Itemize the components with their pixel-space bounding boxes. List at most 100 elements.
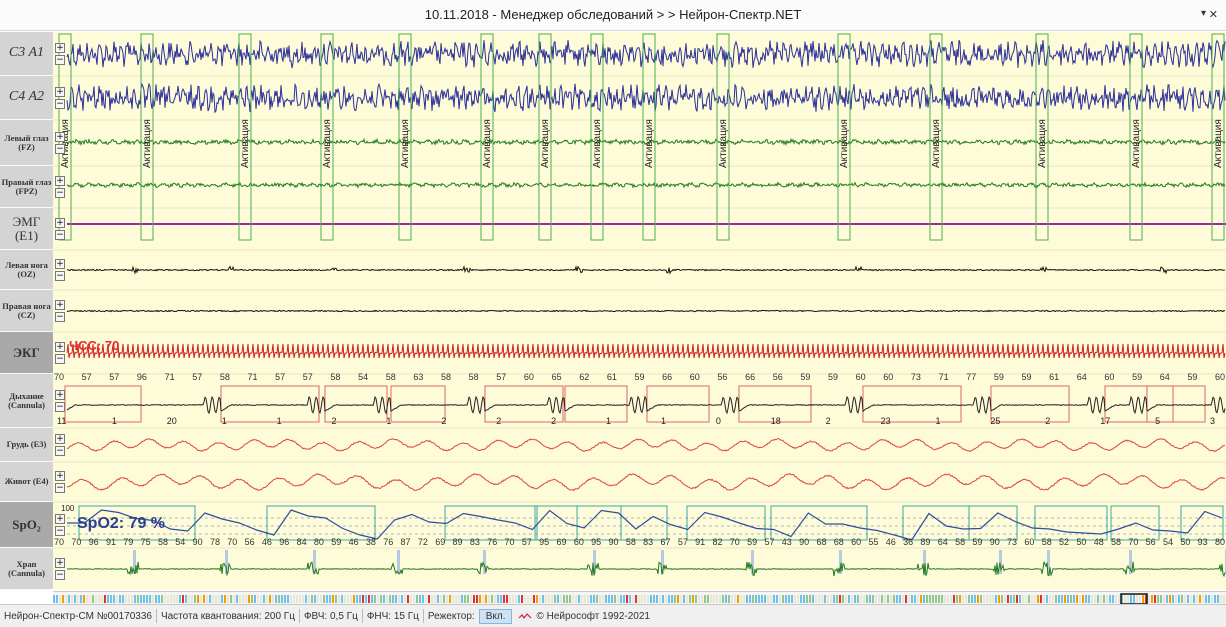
overview-segment: [188, 595, 190, 603]
overview-segment: [554, 595, 556, 603]
respiratory-event-number: 2: [826, 416, 831, 426]
heart-rate-value: 59: [828, 372, 838, 382]
spo2-value: 91: [695, 537, 705, 547]
overview-segment: [746, 595, 748, 603]
scale-down-button[interactable]: −: [55, 483, 65, 493]
overview-segment: [671, 595, 673, 603]
scale-up-button[interactable]: +: [55, 342, 65, 352]
scale-down-button[interactable]: −: [55, 570, 65, 580]
scale-down-button[interactable]: −: [55, 230, 65, 240]
scale-down-button[interactable]: −: [55, 354, 65, 364]
scale-down-button[interactable]: −: [55, 55, 65, 65]
spo2-value: 50: [1180, 537, 1190, 547]
overview-segment: [209, 595, 211, 603]
channel-label-leye[interactable]: Левый глаз (FZ): [0, 120, 53, 166]
signal-plot-area[interactable]: ЧСС: 70 70 57 57 96 71 57 58 71 57 57 58 54 58 63 58 58 5…: [53, 32, 1226, 590]
overview-segment: [434, 595, 436, 603]
respiratory-event-number: 3: [1210, 416, 1215, 426]
channel-label-chest[interactable]: Грудь (E3): [0, 428, 53, 462]
overview-segment: [392, 595, 394, 603]
scale-up-button[interactable]: +: [55, 434, 65, 444]
scale-up-button[interactable]: +: [55, 471, 65, 481]
overview-segment: [527, 595, 529, 603]
overview-segment: [998, 595, 1000, 603]
scale-down-button[interactable]: −: [55, 446, 65, 456]
overview-segment: [695, 595, 697, 603]
scale-up-button[interactable]: +: [55, 176, 65, 186]
status-bar: Нейрон-Спектр-СМ №00170336 Частота квант…: [0, 604, 1226, 627]
overview-segment: [125, 595, 127, 603]
snore-event-marker: [593, 550, 596, 574]
heart-rate-value: 61: [607, 372, 617, 382]
scale-down-button[interactable]: −: [55, 188, 65, 198]
scale-up-button[interactable]: +: [55, 132, 65, 142]
channel-label-spo2[interactable]: SpO₂: [0, 502, 53, 548]
overview-segment: [308, 595, 310, 603]
overview-segment: [218, 595, 220, 603]
spo2-value: 57: [764, 537, 774, 547]
channel-label-reye[interactable]: Правый глаз (FPZ): [0, 166, 53, 208]
scale-up-button[interactable]: +: [55, 390, 65, 400]
overview-segment: [962, 595, 964, 603]
spo2-value: 90: [608, 537, 618, 547]
channel-label-c3a1[interactable]: C3 A1: [0, 32, 53, 76]
overview-segment: [1094, 595, 1096, 603]
overview-segment: [1055, 595, 1057, 603]
scale-up-button[interactable]: +: [55, 558, 65, 568]
respiratory-event-box: [484, 385, 564, 423]
overview-segment: [551, 595, 553, 603]
overview-segment: [212, 595, 214, 603]
spo2-value: 90: [193, 537, 203, 547]
activation-marker: [140, 33, 154, 241]
channel-label-breath[interactable]: Дыхание (Cannula): [0, 374, 53, 428]
respiratory-event-number: 2: [441, 416, 446, 426]
scale-down-button[interactable]: −: [55, 144, 65, 154]
activation-label: Активация: [240, 119, 251, 168]
overview-segment: [1052, 595, 1054, 603]
channel-label-emg[interactable]: ЭМГ (E1): [0, 208, 53, 250]
overview-segment: [1118, 595, 1120, 603]
scale-down-button[interactable]: −: [55, 99, 65, 109]
channel-label-ekg[interactable]: ЭКГ: [0, 332, 53, 374]
channel-label-lleg[interactable]: Левая нога (OZ): [0, 250, 53, 290]
scale-up-button[interactable]: +: [55, 218, 65, 228]
overview-segment: [398, 595, 400, 603]
overview-segment: [602, 595, 604, 603]
overview-segment: [470, 595, 472, 603]
overview-segment: [362, 595, 364, 603]
overview-segment: [356, 595, 358, 603]
spo2-value: 58: [626, 537, 636, 547]
channel-label-c4a2[interactable]: C4 A2: [0, 76, 53, 120]
heart-rate-value: 71: [165, 372, 175, 382]
overview-timeline[interactable]: [53, 591, 1226, 605]
pin-dropdown-icon[interactable]: ▾: [1200, 8, 1206, 19]
notch-toggle-button[interactable]: Вкл.: [478, 608, 513, 624]
overview-segment: [521, 595, 523, 603]
channel-label-snore[interactable]: Храп (Cannula): [0, 548, 53, 590]
spo2-value: 89: [453, 537, 463, 547]
scale-up-button[interactable]: +: [55, 43, 65, 53]
overview-strip[interactable]: [53, 593, 1226, 605]
overview-segment: [335, 595, 337, 603]
overview-segment: [626, 595, 628, 603]
overview-segment: [782, 595, 784, 603]
overview-segment: [1040, 595, 1042, 603]
respiratory-event-box: [564, 385, 628, 423]
scale-up-button[interactable]: +: [55, 259, 65, 269]
channel-label-rleg[interactable]: Правая нога (CZ): [0, 290, 53, 332]
overview-segment: [1079, 595, 1081, 603]
scale-down-button[interactable]: −: [55, 526, 65, 536]
overview-segment: [1064, 595, 1066, 603]
scale-up-button[interactable]: +: [55, 87, 65, 97]
scale-down-button[interactable]: −: [55, 312, 65, 322]
scale-down-button[interactable]: −: [55, 402, 65, 412]
close-icon[interactable]: ✕: [1208, 9, 1218, 21]
scale-up-button[interactable]: +: [55, 514, 65, 524]
scale-up-button[interactable]: +: [55, 300, 65, 310]
spo2-value: 60: [574, 537, 584, 547]
overview-segment: [914, 595, 916, 603]
channel-label-belly[interactable]: Живот (E4): [0, 462, 53, 502]
spo2-value: 70: [227, 537, 237, 547]
scale-down-button[interactable]: −: [55, 271, 65, 281]
